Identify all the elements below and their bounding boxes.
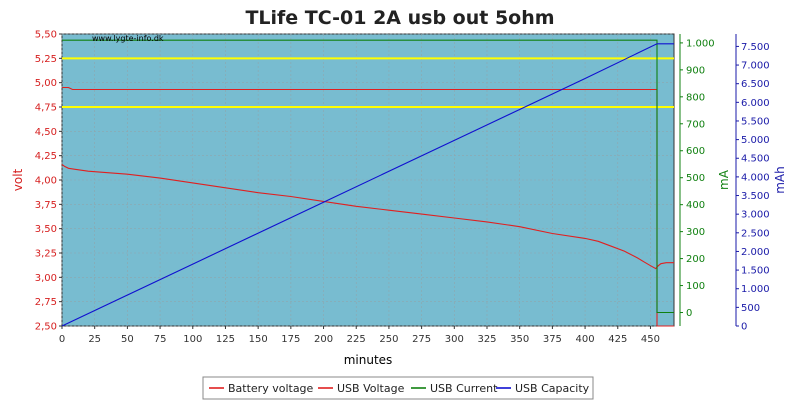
left-tick-label: 4,00 <box>35 176 57 187</box>
left-tick-label: 3,00 <box>35 273 57 284</box>
x-tick-label: 0 <box>59 334 65 345</box>
mid-tick-label: 100 <box>686 281 705 292</box>
left-tick-label: 2,50 <box>35 322 57 333</box>
right-tick-label: 2.000 <box>741 247 770 258</box>
right-tick-label: 5.500 <box>741 116 770 127</box>
mid-tick-label: 500 <box>686 173 705 184</box>
series-line-3 <box>61 43 674 327</box>
x-tick-label: 75 <box>154 334 167 345</box>
x-tick-label: 100 <box>183 334 202 345</box>
left-tick-label: 2,75 <box>35 297 57 308</box>
mid-tick-label: 800 <box>686 92 705 103</box>
x-tick-label: 200 <box>314 334 333 345</box>
left-tick-label: 5,00 <box>35 78 57 89</box>
right-tick-label: 4.500 <box>741 154 770 165</box>
x-tick-label: 125 <box>216 334 235 345</box>
legend-box <box>202 376 594 400</box>
legend-item: USB Current <box>430 382 498 395</box>
right-tick-label: 6.000 <box>741 98 770 109</box>
x-axis-label: minutes <box>344 353 393 367</box>
right-tick-label: 3.000 <box>741 210 770 221</box>
left-tick-label: 4,25 <box>35 151 57 162</box>
x-tick-label: 350 <box>510 334 529 345</box>
right-tick-label: 5.000 <box>741 135 770 146</box>
x-tick-label: 450 <box>641 334 660 345</box>
mid-tick-label: 300 <box>686 227 705 238</box>
mid-tick-label: 1.000 <box>686 38 715 49</box>
right-tick-label: 7.500 <box>741 42 770 53</box>
mid-tick-label: 0 <box>686 308 692 319</box>
mid-tick-label: 600 <box>686 146 705 157</box>
reference-lines <box>62 57 674 108</box>
right-tick-label: 1.500 <box>741 266 770 277</box>
x-tick-label: 400 <box>576 334 595 345</box>
right-tick-label: 7.000 <box>741 61 770 72</box>
legend: Battery voltage USB Voltage USB Current USB… <box>202 376 594 400</box>
mid-tick-label: 400 <box>686 200 705 211</box>
right-axis-label: mAh <box>773 166 787 194</box>
series-lines <box>61 39 674 327</box>
right-tick-label: 500 <box>741 303 760 314</box>
x-tick-label: 225 <box>347 334 366 345</box>
left-tick-label: 3,75 <box>35 200 57 211</box>
right-tick-label: 0 <box>741 322 747 333</box>
x-tick-label: 50 <box>121 334 134 345</box>
x-tick-label: 325 <box>477 334 496 345</box>
right-tick-label: 2.500 <box>741 228 770 239</box>
left-tick-label: 4,50 <box>35 127 57 138</box>
x-tick-label: 425 <box>608 334 627 345</box>
left-tick-label: 3,50 <box>35 224 57 235</box>
mid-axis: 0 100 200 300 400 500 600 700 800 900 1.000 <box>679 34 715 326</box>
left-tick-label: 5,50 <box>35 30 57 41</box>
right-tick-label: 3.500 <box>741 191 770 202</box>
x-tick-label: 300 <box>445 334 464 345</box>
x-tick-label: 375 <box>543 334 562 345</box>
left-axis: 2,50 2,75 3,00 3,25 3,50 3,75 4,00 4,25 4,50 4,75… <box>35 30 62 333</box>
right-tick-label: 1.000 <box>741 284 770 295</box>
mid-tick-label: 900 <box>686 65 705 76</box>
x-tick-label: 250 <box>379 334 398 345</box>
mid-tick-label: 200 <box>686 254 705 265</box>
watermark: www.lygte-info.dk <box>92 34 164 43</box>
left-tick-label: 5,25 <box>35 54 57 65</box>
left-tick-label: 4,75 <box>35 103 57 114</box>
right-axis: 0 500 1.000 1.500 2.000 2.500 3.000 3.500 4.000 4… <box>735 34 770 333</box>
x-tick-label: 25 <box>88 334 101 345</box>
x-tick-label: 175 <box>281 334 300 345</box>
x-tick-label: 150 <box>249 334 268 345</box>
chart-title: TLife TC-01 2A usb out 5ohm <box>245 7 554 29</box>
x-tick-label: 275 <box>412 334 431 345</box>
legend-item: USB Voltage <box>337 382 405 395</box>
right-tick-label: 4.000 <box>741 172 770 183</box>
series-line-0 <box>61 163 674 270</box>
left-axis-label: volt <box>11 168 25 191</box>
right-tick-label: 6.500 <box>741 79 770 90</box>
mid-tick-label: 700 <box>686 119 705 130</box>
x-axis: 0 25 50 75 100 125 150 175 200 225 250 275 300 325 350… <box>59 326 660 345</box>
series-line-2 <box>62 39 674 314</box>
legend-item: USB Capacity <box>515 382 590 395</box>
legend-item: Battery voltage <box>228 382 314 395</box>
mid-axis-label: mA <box>717 169 731 190</box>
left-tick-label: 3,25 <box>35 249 57 260</box>
